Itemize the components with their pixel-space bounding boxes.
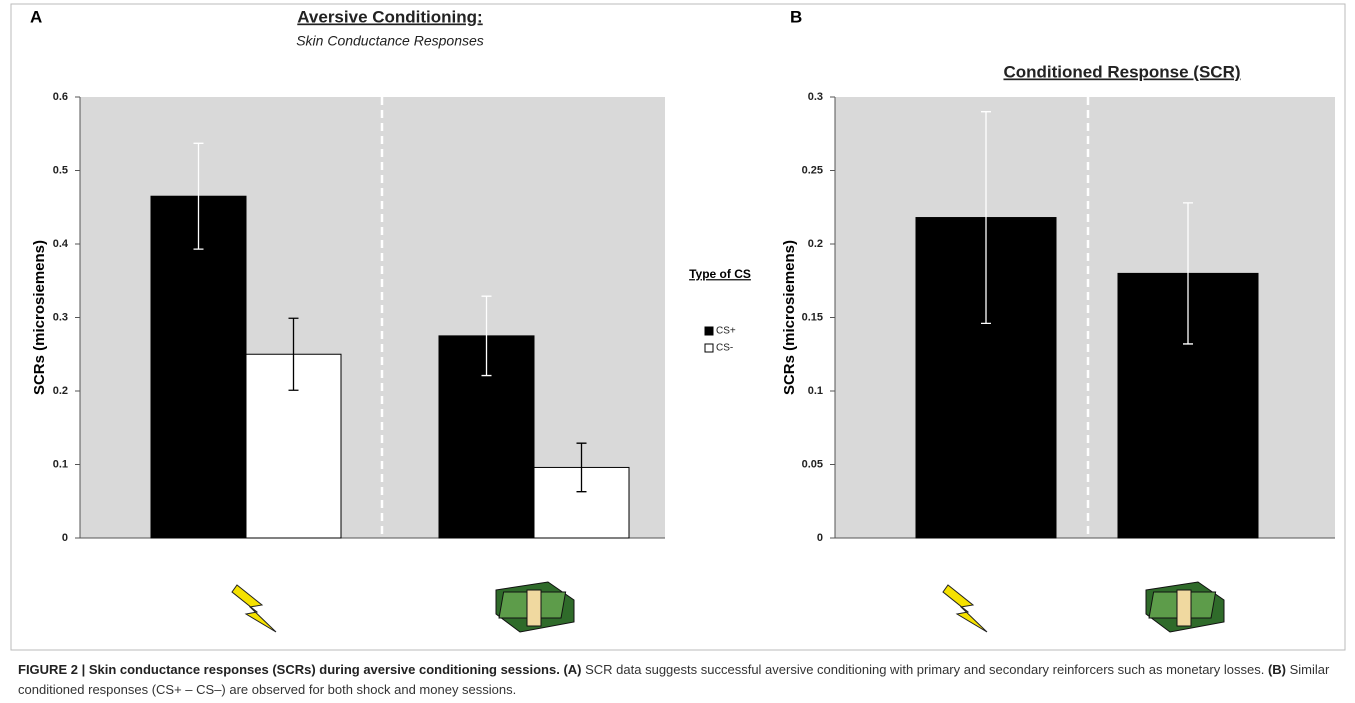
- plot-area: [835, 97, 1335, 538]
- panel-label: B: [790, 7, 802, 26]
- legend-swatch: [704, 343, 714, 353]
- y-axis-label: SCRs (microsiemens): [31, 240, 48, 395]
- caption: FIGURE 2 | Skin conductance responses (S…: [18, 660, 1338, 700]
- legend-label: CS-: [716, 343, 733, 354]
- y-axis-label: SCRs (microsiemens): [781, 240, 798, 395]
- icon-shock: [942, 584, 988, 633]
- figure: 0 0.1 0.2 0.3 0.4 0.5 0.6 A Aversive Conditionin…: [10, 3, 1346, 651]
- caption-label: (A): [563, 662, 582, 677]
- error-bar: [576, 442, 587, 493]
- y-tick-label: 0.3: [53, 311, 68, 323]
- y-tick-label: 0.3: [808, 91, 823, 103]
- legend-title: Type of CS: [689, 267, 751, 281]
- caption-text: Similar conditioned responses (CS+ – CS–…: [18, 662, 1330, 697]
- legend-swatch: [704, 326, 714, 336]
- icon-shock: [231, 584, 277, 633]
- chart-title: Aversive Conditioning:: [297, 7, 482, 26]
- y-tick-label: 0.15: [802, 311, 823, 323]
- caption-heading: FIGURE 2 | Skin conductance responses (S…: [18, 662, 560, 677]
- bar: [150, 195, 247, 539]
- icon-money: [495, 581, 575, 633]
- y-tick-label: 0: [62, 532, 68, 544]
- legend-label: CS+: [716, 326, 736, 337]
- caption-text: SCR data suggests successful aversive co…: [585, 662, 1265, 677]
- y-tick-label: 0: [817, 532, 823, 544]
- error-bar: [981, 111, 991, 325]
- y-tick-label: 0.25: [802, 164, 823, 176]
- y-tick-label: 0.05: [802, 458, 823, 470]
- error-bar: [288, 317, 299, 391]
- error-bar: [1183, 202, 1193, 345]
- y-tick-label: 0.2: [808, 238, 823, 250]
- y-tick-label: 0.1: [808, 385, 823, 397]
- error-bar: [193, 142, 204, 250]
- caption-label: (B): [1267, 662, 1286, 677]
- error-bar: [481, 295, 492, 377]
- y-tick-label: 0.5: [53, 164, 68, 176]
- y-tick-label: 0.1: [53, 458, 68, 470]
- icon-money: [1145, 581, 1225, 633]
- y-tick-label: 0.2: [53, 385, 68, 397]
- y-tick-label: 0.6: [53, 91, 68, 103]
- panel-label: A: [30, 7, 42, 26]
- chart-subtitle: Skin Conductance Responses: [296, 33, 484, 49]
- y-tick-label: 0.4: [53, 238, 69, 250]
- chart-title: Conditioned Response (SCR): [1003, 62, 1240, 81]
